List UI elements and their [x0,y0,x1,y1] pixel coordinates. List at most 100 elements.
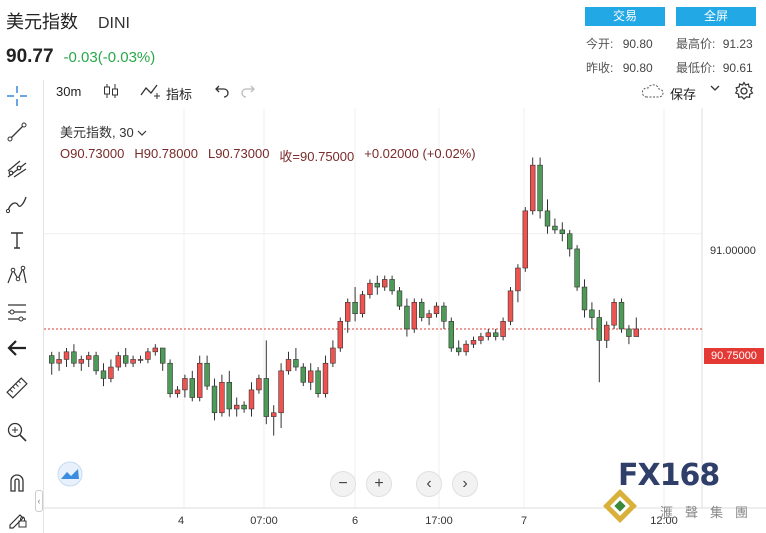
interval-button[interactable]: 30m [56,84,82,99]
zoom-in-icon[interactable] [4,420,30,444]
candle-body [596,317,603,341]
text-tool-icon[interactable] [4,228,30,252]
stat-prev-close: 昨收: 90.80 [586,59,653,76]
candle-body [330,347,336,364]
gear-icon[interactable] [734,81,754,104]
candle-body [574,248,580,288]
x-tick-label: 6 [352,515,358,527]
stat-open-label: 今开: [586,37,614,51]
indicators-button[interactable]: 指标 [166,87,193,102]
last-price: 90.77 [6,46,54,67]
instrument-title: 美元指数 [6,12,78,32]
candle-body [278,370,284,414]
candle-type-icon[interactable] [102,82,120,103]
candle-body [256,378,262,391]
drawing-tools-sidebar [0,78,34,533]
y-tick-label: 91.00000 [710,245,756,257]
candle-body [122,355,129,364]
chart-logo-icon[interactable] [56,461,84,487]
candle-body [633,328,640,337]
chart-toolbar: 30m 指标 保存 [44,78,766,108]
candle-body [130,359,136,364]
candle-body [293,359,299,368]
title-row: 美元指数 DINI [6,8,130,34]
fx168-wordmark: FX168 [618,458,720,493]
legend-low: L90.73000 [207,146,270,161]
back-arrow-icon[interactable] [4,336,30,360]
candle-body [544,210,551,227]
candle-body [93,355,99,372]
candle-body [145,351,151,360]
pattern-icon[interactable] [4,264,30,288]
zoom-in-button[interactable]: + [366,471,392,497]
candle-body [522,210,529,269]
candle-body [418,301,425,318]
indicators-icon[interactable] [140,82,162,103]
trend-line-icon[interactable] [4,120,30,144]
candle-body [500,321,506,337]
candle-body [455,347,462,353]
scroll-left-button[interactable]: ‹ [416,471,442,497]
candle-body [507,290,514,322]
candle-body [344,301,351,322]
undo-icon[interactable] [214,82,230,101]
candle-body [167,362,173,395]
candle-body [559,229,566,235]
candle-body [152,347,159,353]
stat-high: 最高价: 91.23 [676,35,753,52]
candle-body [566,233,573,250]
stat-open-value: 90.80 [622,37,653,51]
sidebar-divider [43,80,44,533]
stat-prev-close-label: 昨收: [586,61,614,75]
candle-body [78,359,85,364]
candle-body [307,370,314,383]
sidebar-collapse-toggle[interactable]: ‹ [35,490,43,512]
scroll-right-button[interactable]: › [452,471,478,497]
ruler-icon[interactable] [4,376,30,400]
candle-body [626,328,632,337]
candle-body [315,370,321,395]
candle-body [529,164,536,212]
candlestick-chart[interactable]: 4 07:00 6 17:00 7 12:00 [44,108,766,533]
magnet-icon[interactable] [4,470,30,494]
candle-body [137,359,144,361]
candle-body [426,313,432,318]
trade-button[interactable]: 交易 [585,7,665,26]
candle-body [367,282,373,295]
zoom-out-button[interactable]: − [330,471,356,497]
candle-body [389,279,395,292]
x-tick-label: 07:00 [250,515,278,527]
candle-body [515,267,521,292]
legend-close: 收=90.75000 [279,149,355,164]
candle-body [115,355,122,368]
cloud-icon[interactable] [640,82,664,103]
stat-open: 今开: 90.80 [586,35,653,52]
candle-body [174,389,181,395]
candle-body [56,359,62,364]
stat-low: 最低价: 90.61 [676,59,753,76]
candle-body [603,324,610,341]
x-tick-label: 7 [521,515,527,527]
save-button[interactable]: 保存 [670,87,697,102]
pitchfork-icon[interactable] [4,156,30,180]
candle-body [233,404,240,410]
stat-low-label: 最低价: [676,61,716,75]
candle-body [71,351,77,364]
candle-body [108,366,114,379]
fib-retracement-icon[interactable] [4,300,30,324]
candle-body [85,355,92,360]
brush-icon[interactable] [4,192,30,216]
legend-chevron-icon[interactable] [137,129,147,137]
candle-body [537,164,543,212]
candle-body [226,381,233,410]
candle-body [63,351,70,360]
candle-body [359,294,366,315]
redo-icon[interactable] [240,82,256,101]
lock-drawing-icon[interactable] [4,506,30,530]
fx168-watermark: FX168 滙聲集團 [600,458,760,528]
fullscreen-button[interactable]: 全屏 [676,7,756,26]
candle-body [411,301,418,330]
crosshair-icon[interactable] [4,84,30,108]
quote-header: 美元指数 DINI 90.77 -0.03(-0.03%) [0,0,766,76]
chevron-down-icon[interactable] [709,82,721,97]
